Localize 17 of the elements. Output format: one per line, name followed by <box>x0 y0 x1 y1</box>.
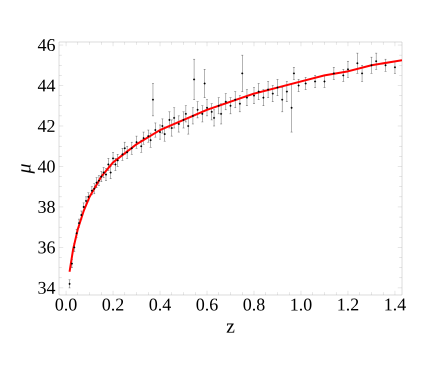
y-tick-label: 40 <box>38 160 55 173</box>
y-tick-label: 42 <box>38 120 54 132</box>
y-tick-label: 46 <box>38 39 55 52</box>
x-tick-label: 0.0 <box>56 298 77 311</box>
y-axis-title: μ <box>21 164 35 174</box>
y-tick-label: 44 <box>38 80 56 92</box>
x-tick-label: 0.4 <box>150 298 171 311</box>
x-tick-label: 0.8 <box>243 298 265 311</box>
x-axis-title: z <box>226 324 234 333</box>
x-tick-label: 1.2 <box>338 298 358 311</box>
x-tick-label: 1.0 <box>291 298 312 311</box>
y-tick-label: 38 <box>38 200 55 213</box>
y-tick-label: 34 <box>38 282 56 294</box>
x-tick-label: 0.6 <box>196 298 218 311</box>
y-tick-label: 36 <box>38 241 55 254</box>
x-tick-label: 1.4 <box>385 298 406 311</box>
x-tick-label: 0.2 <box>102 298 124 311</box>
